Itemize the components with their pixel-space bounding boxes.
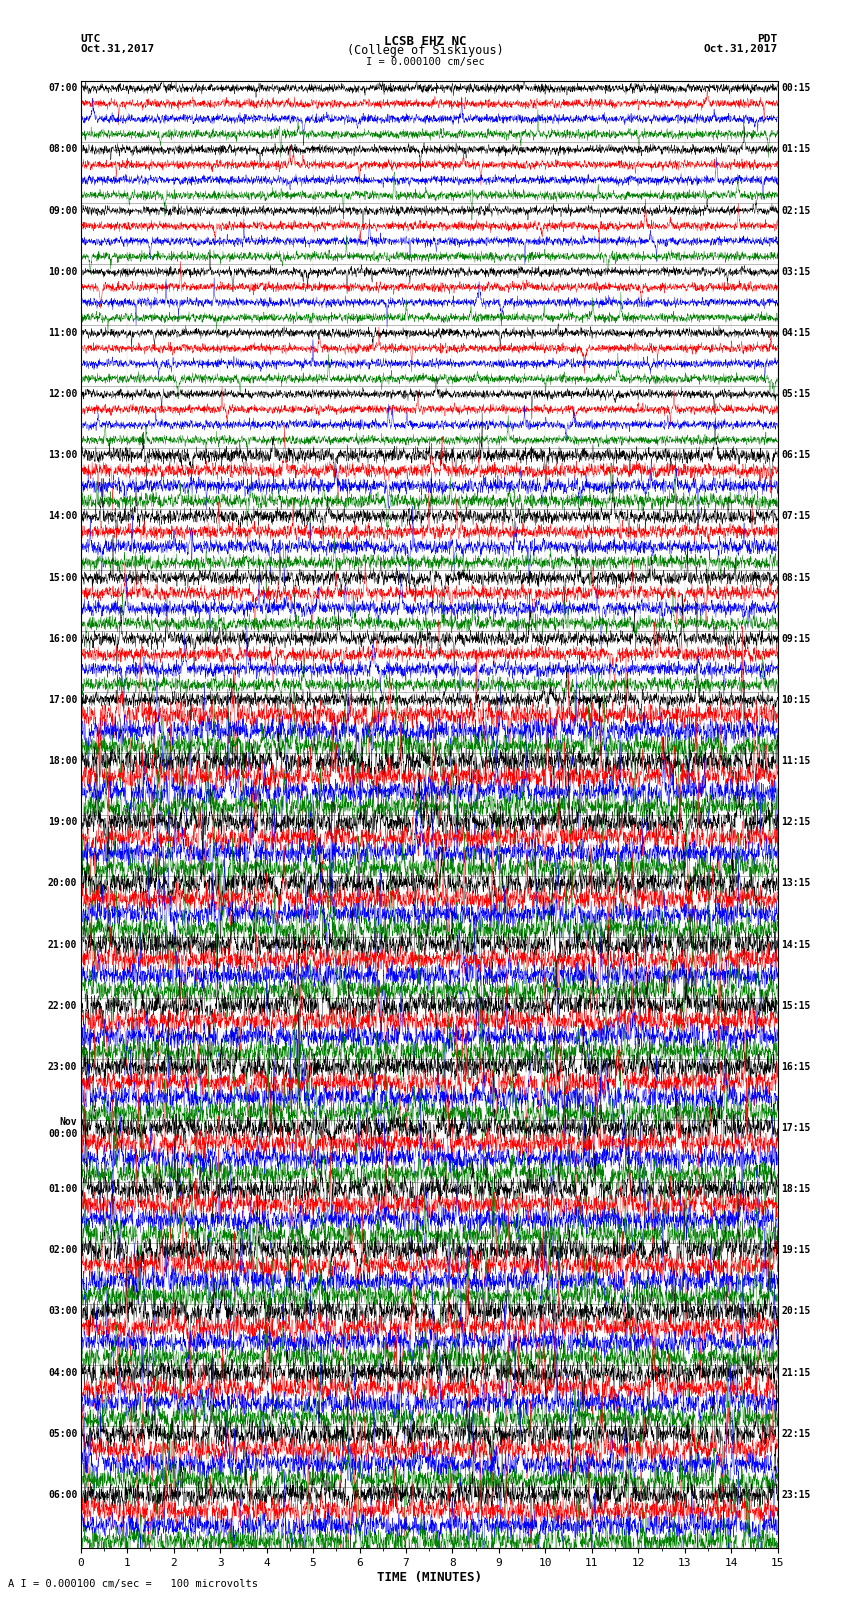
Text: 14:00: 14:00 [48,511,77,521]
Text: 02:15: 02:15 [781,205,811,216]
Text: 07:00: 07:00 [48,84,77,94]
Text: Oct.31,2017: Oct.31,2017 [81,44,155,53]
Text: 01:00: 01:00 [48,1184,77,1194]
Text: 06:15: 06:15 [781,450,811,460]
Text: 11:15: 11:15 [781,756,811,766]
Text: 04:00: 04:00 [48,1368,77,1378]
Text: PDT: PDT [757,34,778,44]
Text: 09:15: 09:15 [781,634,811,644]
Text: 14:15: 14:15 [781,939,811,950]
Text: 21:15: 21:15 [781,1368,811,1378]
Text: 20:00: 20:00 [48,879,77,889]
Text: 01:15: 01:15 [781,145,811,155]
Text: 15:15: 15:15 [781,1000,811,1011]
Text: 11:00: 11:00 [48,327,77,339]
Text: 04:15: 04:15 [781,327,811,339]
Text: 07:15: 07:15 [781,511,811,521]
Text: 05:00: 05:00 [48,1429,77,1439]
Text: UTC: UTC [81,34,101,44]
Text: 17:00: 17:00 [48,695,77,705]
Text: (College of Siskiyous): (College of Siskiyous) [347,44,503,58]
Text: 22:00: 22:00 [48,1000,77,1011]
Text: 19:00: 19:00 [48,818,77,827]
Text: 19:15: 19:15 [781,1245,811,1255]
Text: 10:15: 10:15 [781,695,811,705]
Text: 03:15: 03:15 [781,266,811,277]
Text: LCSB EHZ NC: LCSB EHZ NC [383,34,467,47]
Text: Nov
00:00: Nov 00:00 [48,1118,77,1139]
Text: 23:00: 23:00 [48,1061,77,1073]
Text: 08:15: 08:15 [781,573,811,582]
Text: 17:15: 17:15 [781,1123,811,1132]
Text: 13:15: 13:15 [781,879,811,889]
Text: 08:00: 08:00 [48,145,77,155]
Text: 12:00: 12:00 [48,389,77,398]
Text: Oct.31,2017: Oct.31,2017 [704,44,778,53]
Text: 23:15: 23:15 [781,1490,811,1500]
Text: 22:15: 22:15 [781,1429,811,1439]
Text: I = 0.000100 cm/sec: I = 0.000100 cm/sec [366,56,484,66]
Text: 13:00: 13:00 [48,450,77,460]
Text: 20:15: 20:15 [781,1307,811,1316]
Text: 18:15: 18:15 [781,1184,811,1194]
X-axis label: TIME (MINUTES): TIME (MINUTES) [377,1571,482,1584]
Text: 16:15: 16:15 [781,1061,811,1073]
Text: 06:00: 06:00 [48,1490,77,1500]
Text: 00:15: 00:15 [781,84,811,94]
Text: 16:00: 16:00 [48,634,77,644]
Text: 21:00: 21:00 [48,939,77,950]
Text: 05:15: 05:15 [781,389,811,398]
Text: 09:00: 09:00 [48,205,77,216]
Text: 15:00: 15:00 [48,573,77,582]
Text: 12:15: 12:15 [781,818,811,827]
Text: A I = 0.000100 cm/sec =   100 microvolts: A I = 0.000100 cm/sec = 100 microvolts [8,1579,258,1589]
Text: 03:00: 03:00 [48,1307,77,1316]
Text: 10:00: 10:00 [48,266,77,277]
Text: 02:00: 02:00 [48,1245,77,1255]
Text: 18:00: 18:00 [48,756,77,766]
